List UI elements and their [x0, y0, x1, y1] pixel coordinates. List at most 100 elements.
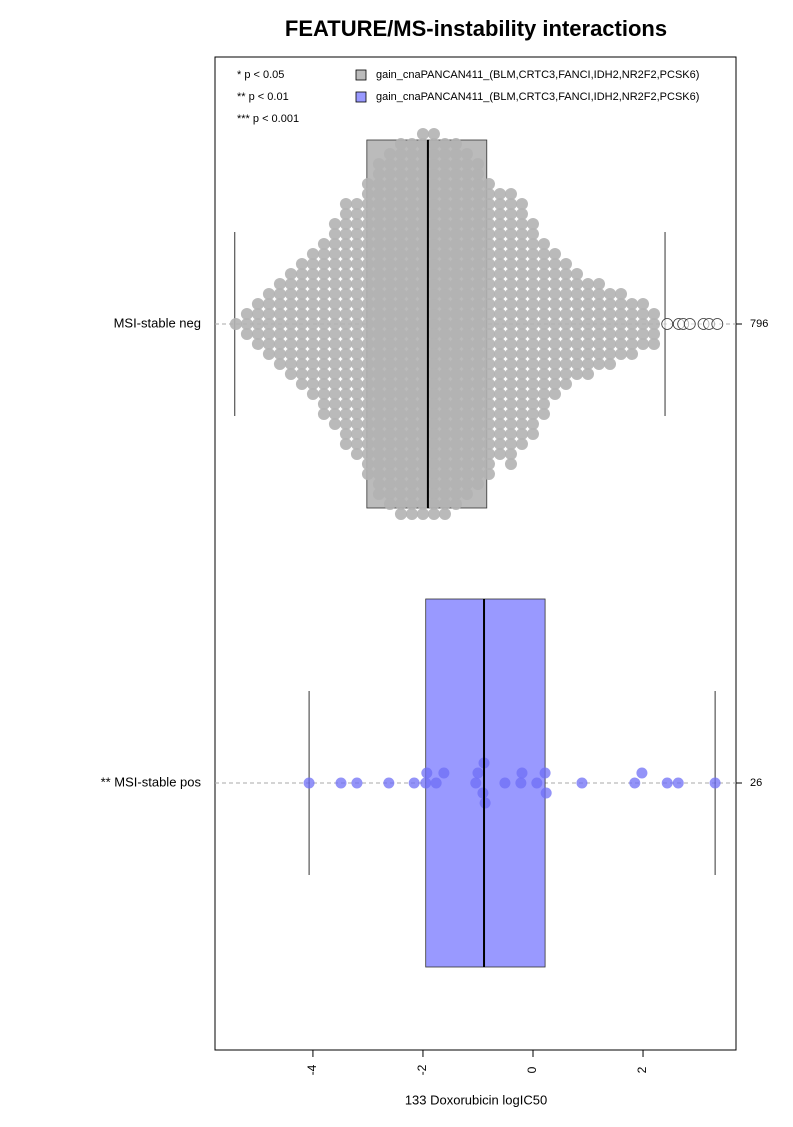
swarm-point — [460, 308, 473, 320]
swarm-point — [460, 468, 473, 480]
swarm-point — [317, 368, 330, 380]
swarm-point — [482, 408, 495, 420]
swarm-point — [560, 358, 573, 370]
swarm-point — [504, 208, 517, 220]
swarm-point — [372, 288, 385, 300]
swarm-point — [427, 238, 440, 250]
swarm-point — [372, 488, 385, 500]
swarm-point — [471, 428, 484, 440]
point — [383, 777, 395, 789]
swarm-point — [626, 328, 639, 340]
swarm-point — [372, 428, 385, 440]
point — [540, 787, 552, 799]
swarm-point — [504, 308, 517, 320]
swarm-point — [306, 248, 319, 260]
swarm-point — [548, 328, 561, 340]
swarm-point — [482, 348, 495, 360]
legend-swatch — [355, 69, 367, 81]
point — [420, 777, 432, 789]
swarm-point — [482, 468, 495, 480]
outlier — [711, 318, 724, 330]
swarm-point — [482, 398, 495, 410]
point — [672, 777, 684, 789]
swarm-point — [383, 468, 396, 480]
swarm-point — [449, 398, 462, 410]
swarm-point — [560, 378, 573, 390]
swarm-point — [317, 338, 330, 350]
swarm-point — [405, 328, 418, 340]
swarm-point — [416, 148, 429, 160]
swarm-point — [515, 408, 528, 420]
swarm-point — [449, 198, 462, 210]
swarm-point — [482, 218, 495, 230]
swarm-point — [361, 408, 374, 420]
swarm-point — [460, 478, 473, 490]
swarm-point — [251, 338, 264, 350]
swarm-point — [361, 288, 374, 300]
swarm-point — [438, 498, 451, 510]
swarm-point — [537, 398, 550, 410]
point — [661, 777, 673, 789]
swarm-point — [637, 298, 650, 310]
swarm-point — [460, 178, 473, 190]
swarm-point — [328, 218, 341, 230]
swarm-point — [460, 238, 473, 250]
swarm-point — [537, 288, 550, 300]
swarm-point — [416, 508, 429, 520]
swarm-point — [460, 428, 473, 440]
swarm-point — [240, 318, 253, 330]
point — [531, 777, 543, 789]
swarm-point — [593, 298, 606, 310]
swarm-point — [449, 488, 462, 500]
swarm-point — [273, 358, 286, 370]
swarm-point — [548, 248, 561, 260]
swarm-point — [449, 148, 462, 160]
swarm-point — [493, 338, 506, 350]
swarm-point — [427, 198, 440, 210]
point — [438, 767, 450, 779]
swarm-point — [504, 428, 517, 440]
point — [636, 767, 648, 779]
swarm-point — [460, 328, 473, 340]
swarm-point — [394, 468, 407, 480]
swarm-point — [328, 258, 341, 270]
swarm-point — [493, 288, 506, 300]
swarm-point — [460, 298, 473, 310]
swarm-point — [416, 498, 429, 510]
swarm-point — [526, 278, 539, 290]
swarm-point — [460, 408, 473, 420]
swarm-point — [339, 278, 352, 290]
swarm-point — [526, 318, 539, 330]
swarm-point — [493, 378, 506, 390]
swarm-point — [361, 348, 374, 360]
swarm-point — [306, 288, 319, 300]
swarm-point — [394, 388, 407, 400]
swarm-point — [582, 328, 595, 340]
swarm-point — [416, 378, 429, 390]
swarm-point — [615, 318, 628, 330]
swarm-point — [493, 248, 506, 260]
swarm-point — [460, 258, 473, 270]
swarm-point — [284, 268, 297, 280]
swarm-point — [493, 408, 506, 420]
point — [499, 777, 511, 789]
swarm-point — [416, 358, 429, 370]
swarm-point — [339, 308, 352, 320]
significance-note: ** p < 0.01 — [237, 91, 289, 103]
swarm-point — [460, 348, 473, 360]
swarm-point — [493, 238, 506, 250]
swarm-point — [515, 388, 528, 400]
swarm-point — [648, 338, 661, 350]
swarm-point — [405, 178, 418, 190]
swarm-point — [383, 248, 396, 260]
swarm-point — [295, 328, 308, 340]
swarm-point — [383, 408, 396, 420]
swarm-point — [482, 178, 495, 190]
swarm-point — [394, 398, 407, 410]
swarm-point — [438, 408, 451, 420]
swarm-point — [295, 358, 308, 370]
swarm-point — [438, 398, 451, 410]
swarm-point — [339, 298, 352, 310]
swarm-point — [482, 438, 495, 450]
swarm-point — [460, 438, 473, 450]
